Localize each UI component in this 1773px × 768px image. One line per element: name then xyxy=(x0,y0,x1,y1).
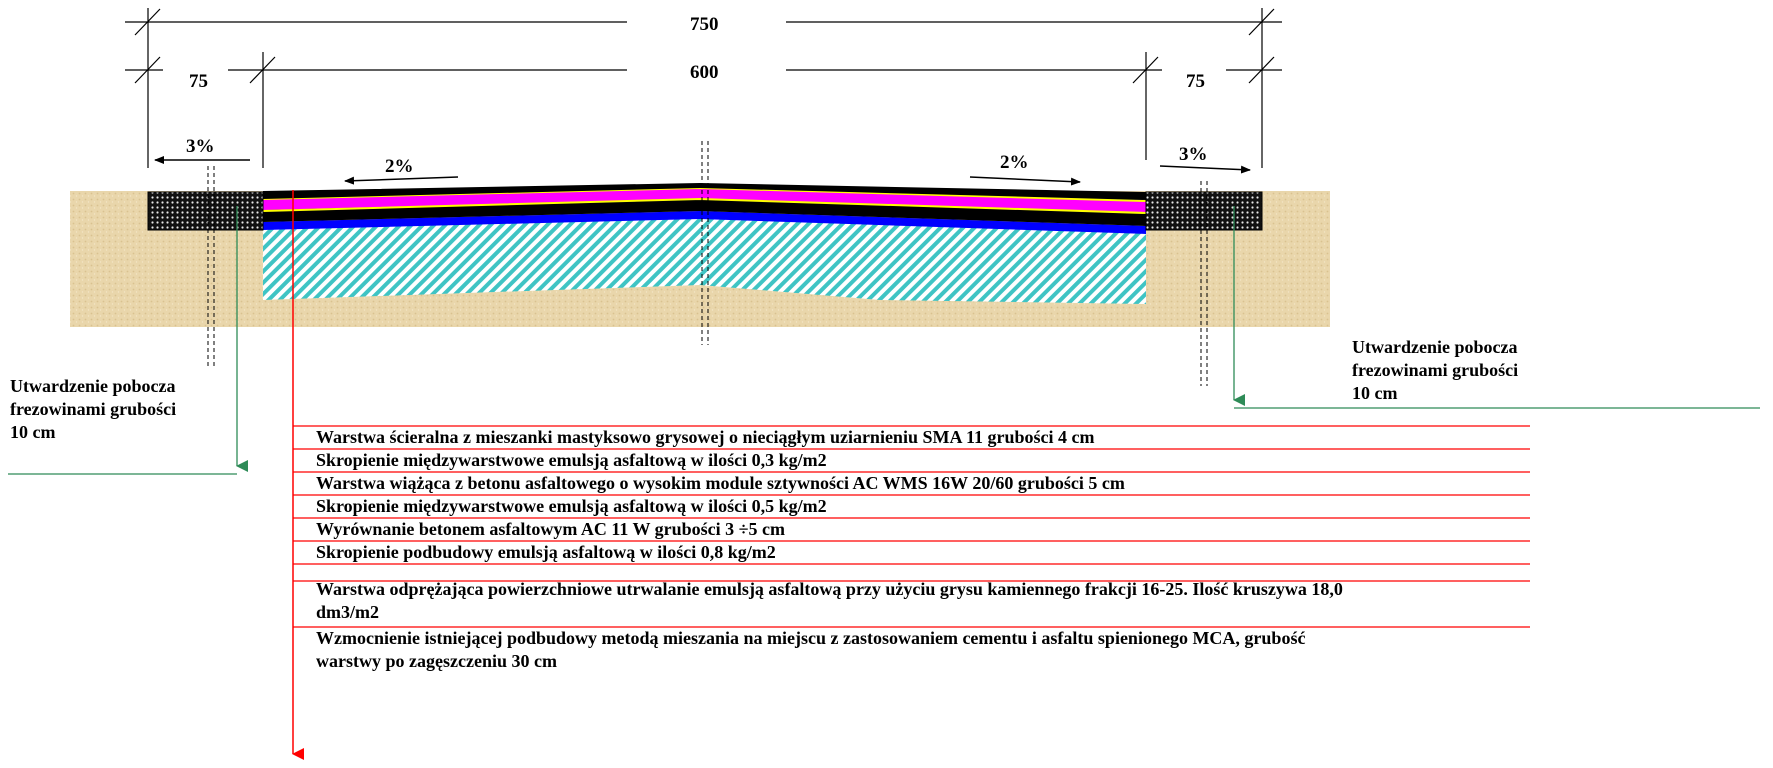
shoulder-note-right-line-3: 10 cm xyxy=(1352,383,1398,403)
shoulder-right xyxy=(1145,191,1263,231)
axis-line-right xyxy=(1200,181,1208,386)
tack-coat-line-lower xyxy=(262,197,1147,214)
layer-separators xyxy=(293,425,1530,628)
dimension-total-label: 750 xyxy=(690,14,719,35)
levelling-course-layer xyxy=(263,211,1146,234)
slope-shoulder-left-label: 3% xyxy=(186,136,215,157)
shoulder-leader-right xyxy=(1233,206,1760,409)
shoulder-note-right-line-2: frezowinami grubości xyxy=(1352,360,1519,380)
slope-arrows xyxy=(154,156,1251,186)
layer-description-1: Warstwa ścieralna z mieszanki mastyksowo… xyxy=(316,427,1095,447)
layer-description-8: Wzmocnienie istniejącej podbudowy metodą… xyxy=(316,628,1306,671)
slope-shoulder-right-label: 3% xyxy=(1179,144,1208,165)
axis-line-center xyxy=(701,141,709,345)
layer-description-6: Skropienie podbudowy emulsją asfaltową w… xyxy=(316,542,776,562)
axis-line-left xyxy=(207,166,215,366)
layer-description-2: Skropienie międzywarstwowe emulsją asfal… xyxy=(316,450,827,470)
shoulder-leader-left xyxy=(8,206,248,475)
shoulder-note-left-line-1: Utwardzenie pobocza xyxy=(10,376,176,396)
dimension-lines xyxy=(125,8,1282,168)
wearing-course-layer xyxy=(263,183,1146,200)
shoulder-note-left-line-3: 10 cm xyxy=(10,422,56,442)
dimension-shoulder-right-label: 75 xyxy=(1186,71,1205,92)
shoulder-note-right: Utwardzenie pobocza frezowinami grubości… xyxy=(1352,336,1518,405)
shoulder-note-left-line-2: frezowinami grubości xyxy=(10,399,177,419)
dimension-shoulder-left-label: 75 xyxy=(189,71,208,92)
dimension-carriageway-label: 600 xyxy=(690,62,719,83)
shoulder-note-right-line-1: Utwardzenie pobocza xyxy=(1352,337,1518,357)
slope-lane-right-label: 2% xyxy=(1000,152,1029,173)
base-course-hatched xyxy=(263,217,1146,304)
layer-description-5: Wyrównanie betonem asfaltowym AC 11 W gr… xyxy=(316,519,786,539)
layer-description-3: Warstwa wiążąca z betonu asfaltowego o w… xyxy=(316,473,1125,493)
layer-description-7: Warstwa odprężająca powierzchniowe utrwa… xyxy=(316,579,1343,622)
layer-description-4: Skropienie międzywarstwowe emulsją asfal… xyxy=(316,496,827,516)
slope-lane-left-label: 2% xyxy=(385,156,414,177)
shoulder-left xyxy=(147,191,264,231)
shoulder-note-left: Utwardzenie pobocza frezowinami grubości… xyxy=(10,375,176,444)
